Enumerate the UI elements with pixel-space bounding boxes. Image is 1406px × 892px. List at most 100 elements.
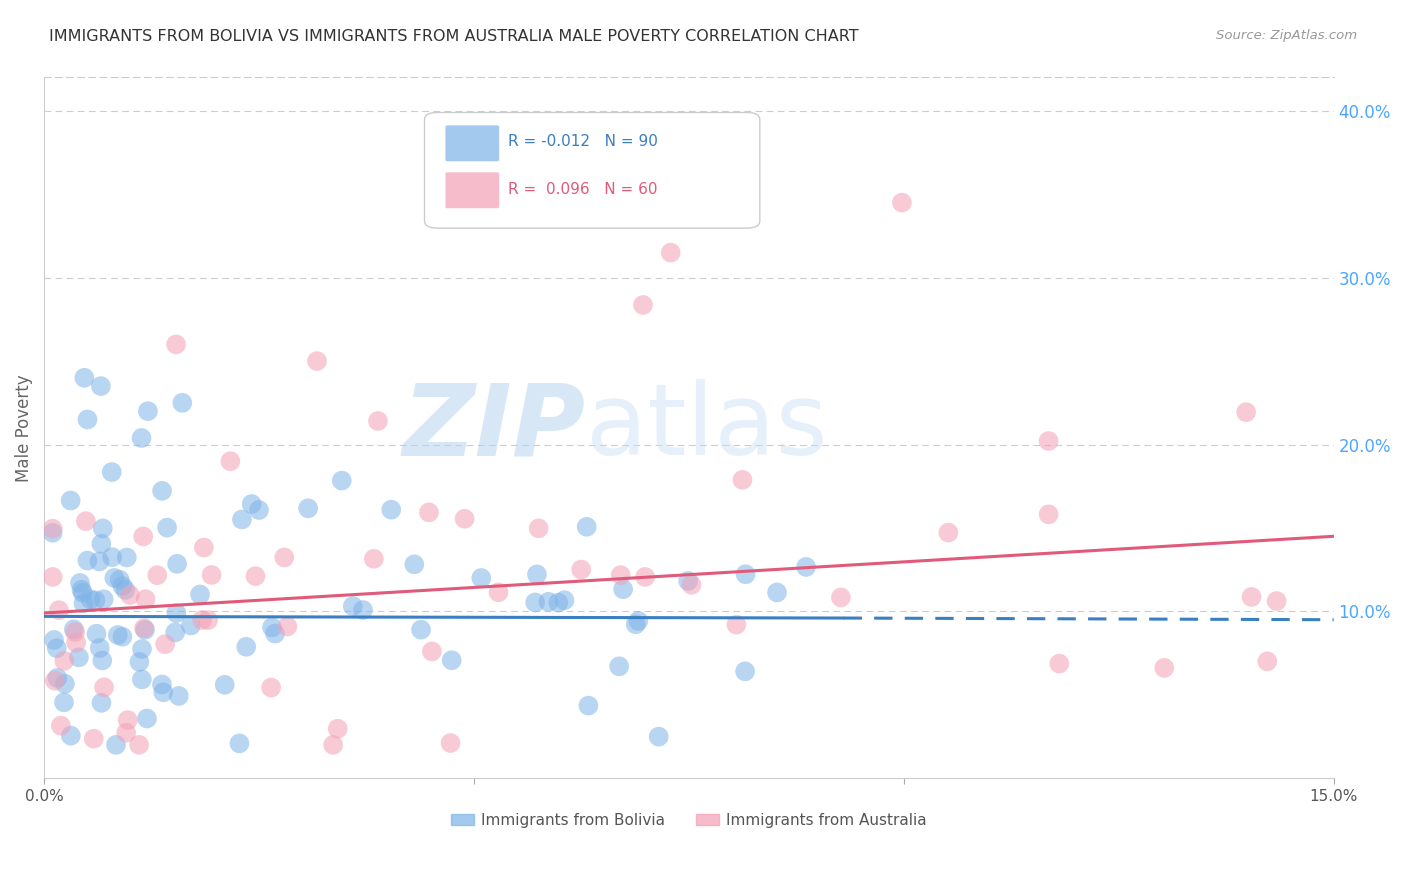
Point [128, 738, 150, 752]
Text: ZIP: ZIP [402, 379, 586, 476]
Point [49, 718, 72, 732]
Point [90, 696, 112, 710]
Legend: Immigrants from Bolivia, Immigrants from Australia: Immigrants from Bolivia, Immigrants from… [444, 806, 934, 834]
Point [193, 541, 215, 555]
Point [219, 454, 242, 468]
Point [191, 613, 214, 627]
Point [53, 677, 76, 691]
Point [794, 560, 817, 574]
Point [734, 665, 756, 679]
Point [41, 522, 63, 536]
FancyBboxPatch shape [446, 125, 499, 161]
Point [131, 642, 153, 657]
Point [228, 736, 250, 750]
Point [197, 613, 219, 627]
Point [70, 582, 93, 597]
Point [150, 677, 173, 691]
Text: IMMIGRANTS FROM BOLIVIA VS IMMIGRANTS FROM AUSTRALIA MALE POVERTY CORRELATION CH: IMMIGRANTS FROM BOLIVIA VS IMMIGRANTS FR… [49, 29, 859, 45]
Point [101, 550, 124, 565]
Point [83, 731, 105, 746]
Point [72, 596, 94, 610]
Point [537, 595, 560, 609]
Point [1265, 594, 1288, 608]
Point [44, 673, 66, 688]
Point [69, 576, 91, 591]
Point [136, 404, 159, 418]
Point [111, 630, 134, 644]
Point [165, 625, 187, 640]
Point [84, 593, 107, 607]
Point [627, 614, 650, 628]
Point [681, 578, 703, 592]
Text: atlas: atlas [586, 379, 827, 476]
Point [65, 636, 87, 650]
Point [409, 623, 432, 637]
Point [609, 568, 631, 582]
FancyBboxPatch shape [425, 112, 759, 228]
Text: Source: ZipAtlas.com: Source: ZipAtlas.com [1216, 29, 1357, 43]
Point [117, 713, 139, 727]
Point [352, 603, 374, 617]
Point [731, 473, 754, 487]
Point [115, 550, 138, 565]
Point [153, 637, 176, 651]
Point [89, 554, 111, 568]
Point [440, 653, 463, 667]
Point [45, 641, 67, 656]
Point [240, 497, 263, 511]
Point [418, 505, 440, 519]
Point [659, 245, 682, 260]
Point [131, 431, 153, 445]
Point [260, 681, 283, 695]
Point [165, 606, 187, 620]
Point [1047, 657, 1070, 671]
Point [363, 551, 385, 566]
Point [305, 354, 328, 368]
Point [273, 550, 295, 565]
Y-axis label: Male Poverty: Male Poverty [15, 374, 32, 482]
Point [247, 503, 270, 517]
Point [86, 626, 108, 640]
Point [526, 567, 548, 582]
Point [100, 465, 122, 479]
Text: R =  0.096   N = 60: R = 0.096 N = 60 [509, 182, 658, 197]
Point [63, 625, 86, 640]
Point [152, 685, 174, 699]
Point [297, 501, 319, 516]
Point [53, 654, 76, 668]
Point [89, 640, 111, 655]
Point [676, 574, 699, 588]
Point [73, 371, 96, 385]
Point [260, 620, 283, 634]
Point [380, 502, 402, 516]
Point [575, 520, 598, 534]
Point [166, 557, 188, 571]
FancyBboxPatch shape [446, 172, 499, 209]
Point [890, 195, 912, 210]
Point [76, 412, 98, 426]
Point [91, 521, 114, 535]
Point [67, 650, 90, 665]
Point [93, 681, 115, 695]
Point [165, 337, 187, 351]
Point [607, 659, 630, 673]
Point [470, 571, 492, 585]
Point [1038, 508, 1060, 522]
Point [553, 593, 575, 607]
Point [569, 562, 592, 576]
Point [326, 722, 349, 736]
Point [330, 474, 353, 488]
Point [128, 655, 150, 669]
Point [42, 632, 65, 647]
Point [231, 512, 253, 526]
Point [103, 571, 125, 585]
Point [146, 568, 169, 582]
Text: R = -0.012   N = 90: R = -0.012 N = 90 [509, 135, 658, 150]
Point [75, 514, 97, 528]
Point [578, 698, 600, 713]
Point [115, 725, 138, 739]
Point [172, 396, 194, 410]
Point [63, 623, 86, 637]
Point [938, 525, 960, 540]
Point [59, 493, 82, 508]
